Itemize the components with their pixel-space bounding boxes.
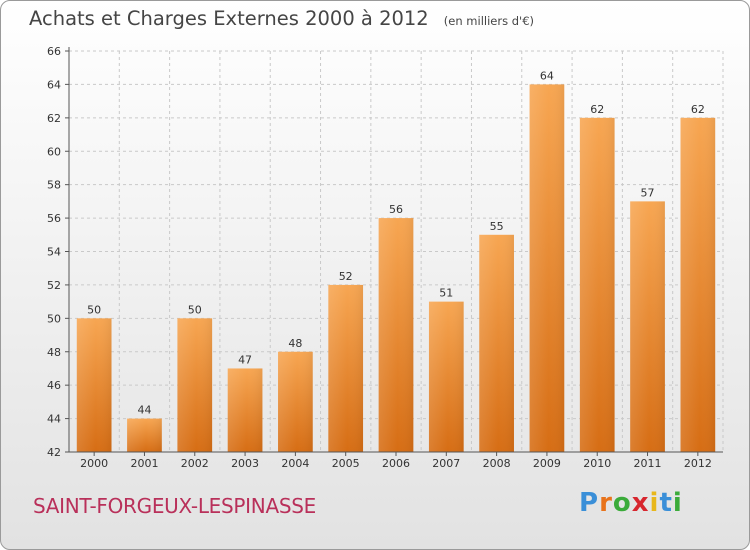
bar-value-label: 44 <box>137 404 151 417</box>
y-tick-label: 44 <box>47 413 61 426</box>
y-tick-label: 66 <box>47 45 61 58</box>
x-tick-label: 2012 <box>684 457 712 470</box>
bar-value-label: 50 <box>188 303 202 316</box>
x-tick-label: 2010 <box>583 457 611 470</box>
bar-highlight <box>579 117 615 452</box>
bar-value-label: 64 <box>540 69 554 82</box>
bar-highlight <box>680 117 716 452</box>
bar-highlight <box>328 284 364 452</box>
bar-value-label: 50 <box>87 303 101 316</box>
bar-highlight <box>479 234 514 452</box>
y-tick-label: 64 <box>47 78 61 91</box>
bar-value-label: 51 <box>439 287 453 300</box>
chart-unit-text: (en milliers d'€) <box>443 14 534 28</box>
logo-letter: x <box>631 488 650 518</box>
logo-letter: t <box>659 488 673 518</box>
y-tick-label: 50 <box>47 312 61 325</box>
logo-letter: r <box>599 488 613 518</box>
bar-value-label: 62 <box>590 103 604 116</box>
chart-title: Achats et Charges Externes 2000 à 2012 (… <box>29 7 534 30</box>
logo-letter: i <box>672 488 683 518</box>
x-tick-label: 2004 <box>281 457 309 470</box>
bar-value-label: 47 <box>238 353 252 366</box>
bar-value-label: 52 <box>339 270 353 283</box>
x-tick-label: 2007 <box>432 457 460 470</box>
bar-highlight <box>127 418 162 452</box>
axes <box>65 47 723 456</box>
bar-highlight <box>428 301 464 452</box>
x-tick-label: 2000 <box>80 457 108 470</box>
bar-value-label: 57 <box>641 186 655 199</box>
y-tick-label: 62 <box>47 112 61 125</box>
y-tick-label: 48 <box>47 346 61 359</box>
chart-title-text: Achats et Charges Externes 2000 à 2012 <box>29 7 429 30</box>
x-tick-label: 2006 <box>382 457 410 470</box>
x-tick-label: 2001 <box>130 457 158 470</box>
bar-highlight <box>529 84 565 453</box>
bars <box>76 84 716 453</box>
x-tick-label: 2008 <box>483 457 511 470</box>
bar-value-label: 56 <box>389 203 403 216</box>
y-tick-label: 52 <box>47 279 61 292</box>
y-tick-label: 60 <box>47 145 61 158</box>
x-tick-label: 2009 <box>533 457 561 470</box>
labels: 42 44 46 48 50 52 54 56 58 60 62 64 66 50 2000 44 2001 50… <box>47 45 712 470</box>
bar-highlight <box>378 218 414 452</box>
y-tick-label: 54 <box>47 246 61 259</box>
bar-value-label: 62 <box>691 103 705 116</box>
bar-highlight <box>630 201 665 452</box>
proxiti-logo: Proxiti <box>579 488 683 518</box>
y-tick-label: 58 <box>47 179 61 192</box>
y-tick-label: 56 <box>47 212 61 225</box>
bar-highlight <box>278 351 313 452</box>
logo-letter: o <box>612 488 632 518</box>
bar-highlight <box>227 368 263 452</box>
y-tick-label: 42 <box>47 446 61 459</box>
x-tick-label: 2003 <box>231 457 259 470</box>
bar-value-label: 48 <box>288 337 302 350</box>
x-tick-label: 2011 <box>634 457 662 470</box>
y-tick-label: 46 <box>47 379 61 392</box>
x-tick-label: 2005 <box>332 457 360 470</box>
x-tick-label: 2002 <box>181 457 209 470</box>
bar-highlight <box>76 318 112 452</box>
logo-letter: P <box>579 488 600 518</box>
commune-name: SAINT-FORGEUX-LESPINASSE <box>33 494 316 518</box>
bar-value-label: 55 <box>490 220 504 233</box>
bar-highlight <box>177 318 213 452</box>
logo-letter: i <box>649 488 660 518</box>
